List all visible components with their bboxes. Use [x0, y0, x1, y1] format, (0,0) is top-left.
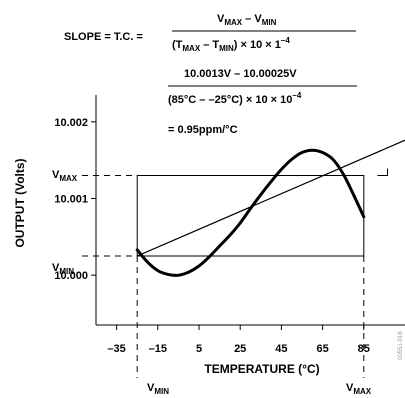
x-tick-label: 25 [234, 343, 246, 355]
x-tick-label: –15 [149, 343, 167, 355]
x-axis-label: TEMPERATURE (°C) [204, 362, 319, 376]
slope-marker [377, 168, 388, 176]
vmin-label-bottom: VMIN [147, 382, 169, 396]
y-tick-label: 10.001 [54, 194, 88, 206]
slope-line [136, 139, 405, 257]
formula-result: = 0.95ppm/°C [168, 124, 238, 136]
x-tick-label: 65 [316, 343, 328, 355]
reference-box [136, 175, 365, 257]
series-output-curve [135, 148, 366, 277]
reference-dashes [82, 175, 365, 378]
formula-denominator-1: (TMAX – TMIN) × 10 × 1–4 [172, 36, 290, 53]
y-ticks: 10.000 10.001 10.002 [54, 117, 96, 282]
formula-lhs: SLOPE = T.C. = [64, 31, 143, 43]
formula-numerator-2: 10.0013V – 10.00025V [184, 68, 297, 80]
x-tick-label: 45 [275, 343, 287, 355]
vmax-label: VMAX [52, 169, 78, 183]
vmax-label-bottom: VMAX [346, 382, 372, 396]
formula-denominator-2: (85°C – –25°C) × 10 × 10–4 [168, 91, 302, 106]
formula: SLOPE = T.C. = VMAX – VMIN (TMAX – TMIN)… [64, 13, 357, 136]
formula-numerator-1: VMAX – VMIN [217, 13, 277, 27]
x-tick-label: 5 [196, 343, 202, 355]
x-ticks: –35 –15 5 25 45 65 85 [107, 325, 370, 355]
x-tick-label: –35 [107, 343, 125, 355]
y-axis-label: OUTPUT (Volts) [13, 158, 27, 247]
figure-number: 00551-016 [398, 331, 404, 360]
y-tick-label: 10.002 [54, 117, 88, 129]
vmin-label-left: VMIN [52, 262, 74, 276]
y-tick-label: 10.000 [54, 270, 88, 282]
